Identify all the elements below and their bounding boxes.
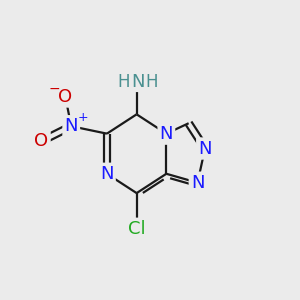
Text: H: H [117,73,130,91]
Text: Cl: Cl [128,220,146,238]
Text: +: + [77,111,88,124]
Text: N: N [160,125,173,143]
Text: N: N [64,117,78,135]
Text: N: N [191,174,204,192]
Text: N: N [100,165,114,183]
Text: H: H [146,73,158,91]
Text: N: N [198,140,212,158]
Text: N: N [131,73,144,91]
Text: O: O [34,132,49,150]
Text: O: O [58,88,72,106]
Text: −: − [48,82,60,96]
